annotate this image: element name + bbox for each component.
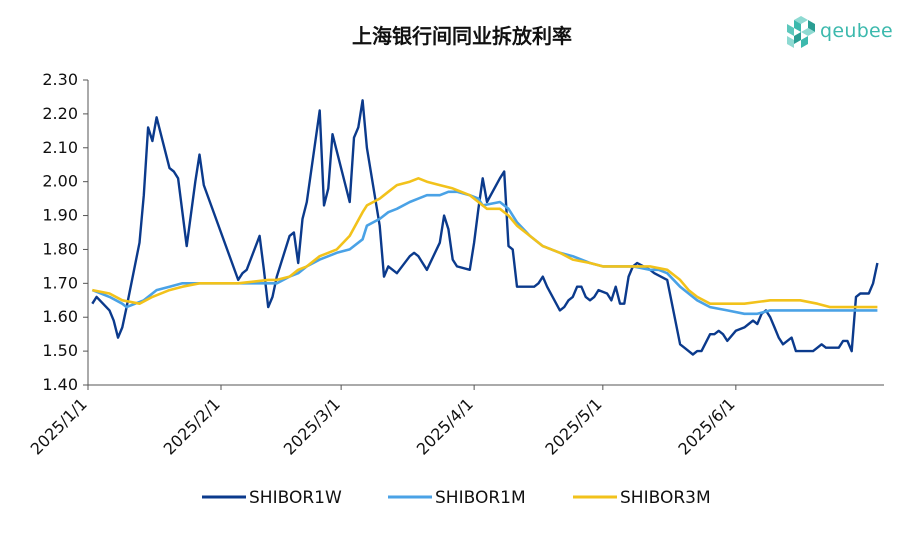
cube-logo-icon [787,16,815,48]
y-axis: 1.40 1.50 1.60 1.70 1.80 1.90 2.00 2.10 2.20 2.30 [42,70,89,394]
y-tick-label: 2.20 [42,104,78,123]
chart-title: 上海银行间同业拆放利率 [352,24,572,48]
x-tick-label: 2025/3/1 [280,394,344,458]
y-tick-label: 2.00 [42,172,78,191]
series-line-shibor3m [92,177,878,309]
y-tick-label: 1.90 [42,206,78,225]
y-tick-label: 2.30 [42,70,78,89]
logo-text: qeubee [820,20,894,42]
y-tick-label: 1.70 [42,273,78,292]
y-tick-label: 1.50 [42,341,78,360]
y-tick-label: 2.10 [42,138,78,157]
y-tick-label: 1.40 [42,375,78,394]
x-tick-label: 2025/5/1 [541,394,605,458]
series-line-shibor1w [91,99,879,356]
x-axis: 2025/1/1 2025/2/1 2025/3/1 2025/4/1 2025/5/1… [27,384,884,459]
y-tick-label: 1.80 [42,239,78,258]
legend-label-shibor3m: SHIBOR3M [620,488,711,508]
x-tick-label: 2025/6/1 [674,394,738,458]
x-tick-label: 2025/4/1 [413,394,477,458]
legend-label-shibor1w: SHIBOR1W [249,488,342,508]
legend-label-shibor1m: SHIBOR1M [435,488,526,508]
series-line-shibor1m [91,190,878,316]
x-tick-label: 2025/2/1 [160,394,224,458]
qeubee-logo: qeubee [784,14,909,54]
legend: SHIBOR1W SHIBOR1M SHIBOR3M [202,488,711,508]
y-tick-label: 1.60 [42,307,78,326]
x-tick-label: 2025/1/1 [27,394,91,458]
series-lines [91,99,879,356]
